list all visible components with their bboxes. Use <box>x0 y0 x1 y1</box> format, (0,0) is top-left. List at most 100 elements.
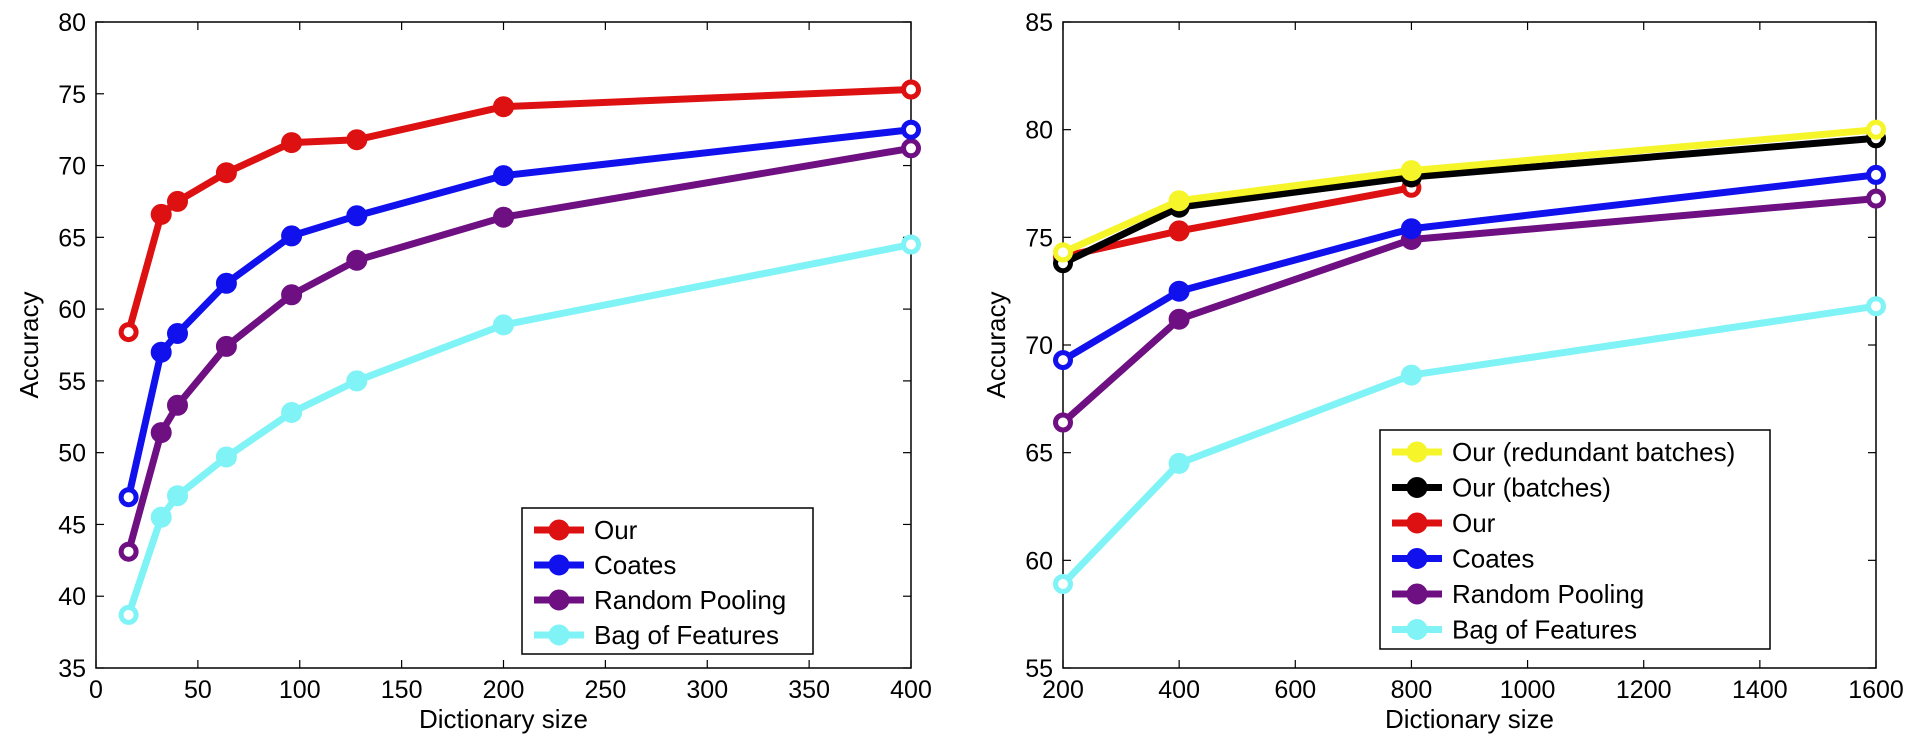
x-tick-label: 800 <box>1391 676 1433 704</box>
legend-label: Our (batches) <box>1452 473 1611 503</box>
data-point <box>901 79 921 100</box>
data-point <box>1866 119 1886 140</box>
series-coates <box>1053 164 1886 371</box>
x-tick-label: 400 <box>890 676 932 704</box>
series-bag-of-features <box>118 234 921 625</box>
data-point <box>346 129 368 151</box>
y-tick-label: 65 <box>1025 440 1053 468</box>
y-tick-label: 40 <box>58 583 86 611</box>
y-tick-label: 75 <box>58 81 86 109</box>
series-our <box>118 79 921 343</box>
legend-item: Bag of Features <box>534 620 779 650</box>
x-tick-label: 400 <box>1158 676 1200 704</box>
x-axis-title: Dictionary size <box>1385 704 1554 734</box>
x-tick-label: 250 <box>585 676 627 704</box>
data-point <box>215 335 237 357</box>
data-point <box>493 96 514 118</box>
y-tick-label: 75 <box>1025 224 1053 252</box>
legend-item: Bag of Features <box>1392 615 1637 645</box>
data-point <box>1866 296 1886 317</box>
legend-item: Coates <box>534 550 676 580</box>
data-point <box>1168 280 1190 302</box>
x-tick-label: 200 <box>1042 676 1084 704</box>
y-tick-label: 45 <box>58 511 86 539</box>
legend-box <box>1379 429 1771 650</box>
x-tick-label: 300 <box>686 676 728 704</box>
legend-label: Our (redundant batches) <box>1452 437 1735 467</box>
data-point <box>215 162 237 184</box>
data-point <box>901 234 921 255</box>
series-line <box>1061 171 1877 364</box>
x-tick-label: 100 <box>279 676 321 704</box>
data-point <box>150 506 172 528</box>
data-point <box>118 604 139 625</box>
right-chart: 200 400 600 800 1000 1200 1400 1600 55 60 65 70 75 80… <box>981 9 1904 734</box>
x-tick-label: 1400 <box>1732 676 1788 704</box>
series-line <box>1060 302 1877 587</box>
data-point <box>346 205 368 227</box>
x-axis-title: Dictionary size <box>419 704 588 734</box>
y-axis-title: Accuracy <box>14 292 44 399</box>
y-tick-label: 70 <box>58 153 86 181</box>
legend-swatch-marker <box>1406 512 1428 534</box>
data-point <box>150 422 172 444</box>
x-tick-label: 150 <box>381 676 423 704</box>
series-line <box>1061 126 1877 256</box>
x-tick-label: 1000 <box>1500 676 1556 704</box>
x-tick-label: 1600 <box>1848 676 1904 704</box>
legend-label: Coates <box>1452 544 1534 574</box>
legend: Our Coates Random Pooling Bag of Features <box>521 507 814 655</box>
data-point <box>215 272 237 294</box>
y-tick-label: 35 <box>58 655 86 683</box>
series-line <box>125 144 912 553</box>
y-tick-label: 60 <box>58 296 86 324</box>
y-tick-label: 65 <box>58 224 86 252</box>
series-our-redundant-batches <box>1053 119 1886 263</box>
data-point <box>150 203 172 225</box>
legend-item: Our <box>1392 508 1496 538</box>
data-point <box>167 323 188 344</box>
legend: Our (redundant batches) Our (batches) Our C… <box>1379 429 1771 650</box>
y-tick-label: 55 <box>1025 655 1053 683</box>
data-point <box>167 485 188 507</box>
data-point <box>1866 164 1886 185</box>
series-line <box>1060 195 1877 426</box>
data-point <box>167 190 188 212</box>
legend-item: Coates <box>1392 544 1534 574</box>
legend-label: Our <box>594 515 638 545</box>
y-tick-label: 80 <box>58 9 86 37</box>
data-point <box>493 165 514 187</box>
data-point <box>346 249 368 271</box>
legend-swatch-marker <box>1406 441 1428 463</box>
data-point <box>493 206 514 228</box>
y-tick-label: 55 <box>58 368 86 396</box>
legend-swatch-marker <box>548 554 570 576</box>
y-tick-label: 70 <box>1025 332 1053 360</box>
data-point <box>1168 190 1190 212</box>
x-tick-label: 1200 <box>1616 676 1672 704</box>
legend-swatch-marker <box>548 519 570 541</box>
data-point <box>346 370 368 392</box>
series-random-pooling <box>118 138 921 562</box>
series-random-pooling <box>1053 188 1886 433</box>
legend-item: Random Pooling <box>1392 579 1644 609</box>
legend-swatch-marker <box>1406 548 1428 569</box>
data-point <box>1400 364 1422 386</box>
legend-item: Our (redundant batches) <box>1392 437 1735 467</box>
legend-swatch-marker <box>1406 619 1428 640</box>
data-point <box>493 314 514 336</box>
y-tick-label: 50 <box>58 440 86 468</box>
x-tick-label: 600 <box>1274 676 1316 704</box>
data-point <box>1168 452 1190 474</box>
series-line <box>125 86 912 334</box>
data-point <box>118 487 139 508</box>
y-tick-label: 85 <box>1025 9 1053 37</box>
legend-item: Random Pooling <box>534 585 786 615</box>
x-tick-label: 0 <box>89 676 103 704</box>
legend-item: Our <box>534 515 638 545</box>
legend-swatch-marker <box>1406 477 1428 498</box>
data-point <box>1168 220 1190 242</box>
data-point <box>901 119 921 140</box>
